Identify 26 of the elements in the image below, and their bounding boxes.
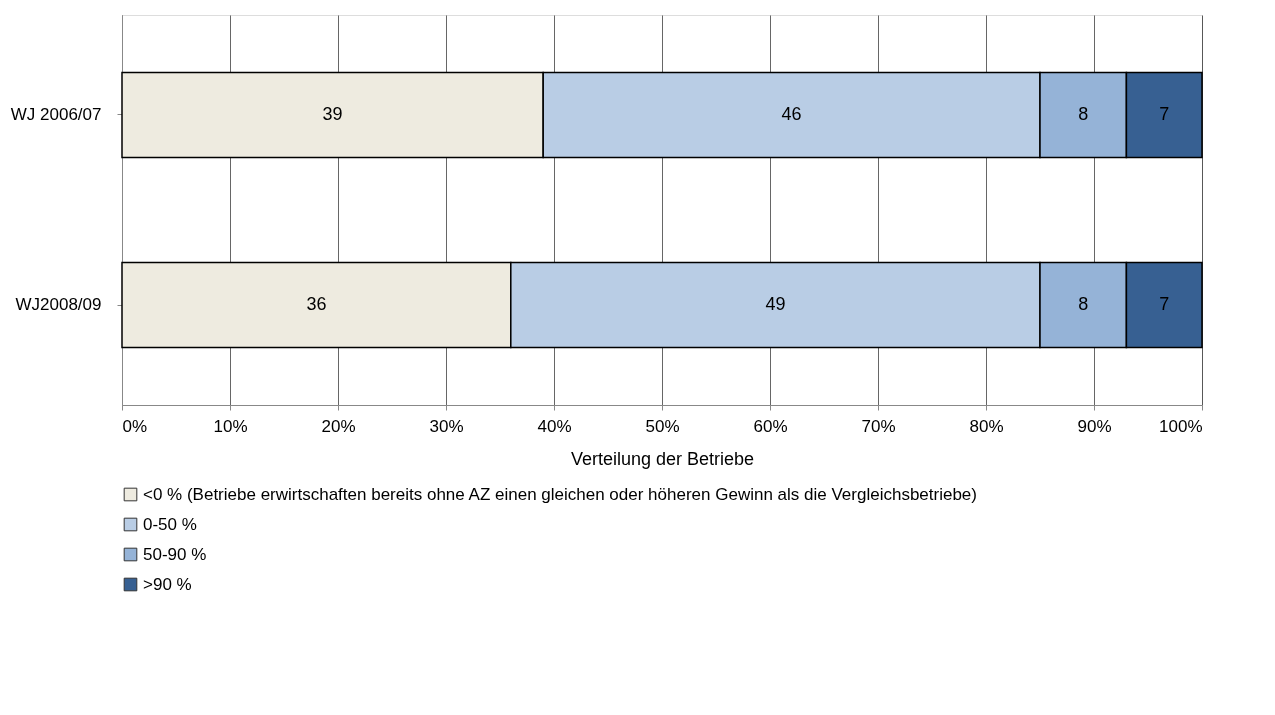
data-label: 49 — [765, 294, 786, 315]
x-tick-label: 80% — [969, 416, 1004, 436]
y-tick-label: WJ2008/09 — [15, 295, 102, 315]
legend-label: 0-50 % — [143, 514, 197, 534]
data-label: 8 — [1078, 103, 1089, 124]
legend-label: <0 % (Betriebe erwirtschaften bereits ohne AZ einen gleichen oder höheren Gewinn als die Vergleichsbetriebe) — [143, 484, 977, 504]
x-tick-label: 70% — [861, 416, 896, 436]
x-tick-label: 50% — [645, 416, 680, 436]
data-label: 8 — [1078, 294, 1089, 315]
data-label: 39 — [322, 103, 343, 124]
y-tick-label: WJ 2006/07 — [10, 104, 102, 124]
x-axis-title: Verteilung der Betriebe — [570, 448, 755, 469]
data-label: 36 — [306, 294, 327, 315]
x-tick-label: 0% — [122, 416, 148, 436]
x-tick-label: 30% — [429, 416, 464, 436]
x-tick-label: 100% — [1159, 416, 1203, 436]
x-tick-label: 10% — [213, 416, 248, 436]
x-tick-label: 60% — [753, 416, 788, 436]
x-tick-label: 40% — [537, 416, 572, 436]
legend-label: 50-90 % — [143, 544, 207, 564]
data-label: 7 — [1159, 294, 1170, 315]
x-tick-label: 20% — [321, 416, 356, 436]
data-label: 46 — [781, 103, 802, 124]
x-tick-label: 90% — [1077, 416, 1112, 436]
data-label: 7 — [1159, 103, 1170, 124]
legend-label: >90 % — [143, 574, 192, 594]
